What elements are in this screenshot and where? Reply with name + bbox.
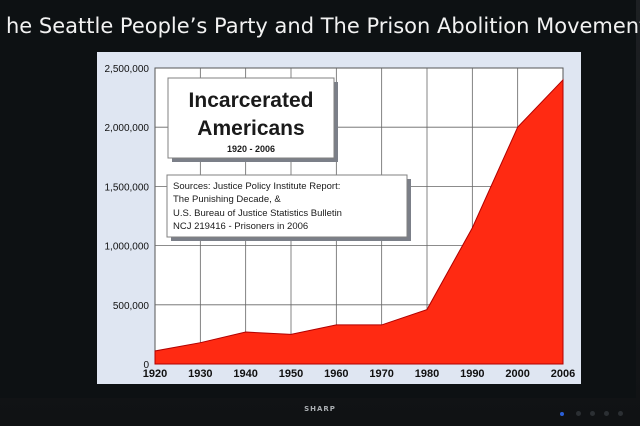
area-chart: 0 500,000 1,000,000 1,500,000 2,000,000 2,500… — [105, 64, 576, 380]
sources-line-4: NCJ 219416 - Prisoners in 2006 — [173, 221, 308, 232]
y-tick-label: 0 — [143, 360, 149, 371]
x-tick-label: 1920 — [143, 368, 167, 380]
x-tick-label: 1990 — [460, 368, 484, 380]
x-tick-label: 1940 — [233, 368, 257, 380]
monitor-button-icon[interactable] — [618, 411, 623, 416]
x-tick-label: 2006 — [551, 368, 575, 380]
sources-box — [166, 174, 408, 238]
y-tick-label: 1,500,000 — [105, 182, 150, 193]
y-tick-label: 2,000,000 — [105, 123, 150, 134]
y-tick-label: 2,500,000 — [105, 64, 150, 75]
power-led-icon — [560, 412, 564, 416]
y-tick-labels: 0 500,000 1,000,000 1,500,000 2,000,000 2,500… — [105, 64, 150, 371]
x-tick-label: 1970 — [369, 368, 393, 380]
monitor-button-icon[interactable] — [604, 411, 609, 416]
sources-line-3: U.S. Bureau of Justice Statistics Bullet… — [173, 208, 342, 219]
y-tick-label: 1,000,000 — [105, 242, 150, 253]
chart-title-line-2: Americans — [197, 117, 304, 140]
monitor-button-icon[interactable] — [576, 411, 581, 416]
chart-slide: 0 500,000 1,000,000 1,500,000 2,000,000 2,500… — [97, 52, 581, 384]
monitor-button-icon[interactable] — [590, 411, 595, 416]
sources-line-2: The Punishing Decade, & — [173, 194, 281, 205]
title-box — [167, 77, 335, 159]
chart-subtitle: 1920 - 2006 — [227, 144, 275, 154]
sources-line-1: Sources: Justice Policy Institute Report… — [173, 181, 340, 192]
x-tick-label: 1980 — [415, 368, 439, 380]
x-tick-label: 1930 — [188, 368, 212, 380]
monitor-brand: SHARP — [304, 405, 336, 413]
x-tick-label: 2000 — [505, 368, 529, 380]
x-tick-labels: 1920 1930 1940 1950 1960 1970 1980 1990 2000 2006 — [143, 368, 575, 380]
y-tick-label: 500,000 — [113, 301, 150, 312]
x-tick-label: 1960 — [324, 368, 348, 380]
area-series — [154, 78, 564, 365]
chart-title-line-1: Incarcerated — [189, 89, 314, 112]
x-tick-label: 1950 — [279, 368, 303, 380]
slide-title: he Seattle People’s Party and The Prison… — [6, 14, 640, 38]
